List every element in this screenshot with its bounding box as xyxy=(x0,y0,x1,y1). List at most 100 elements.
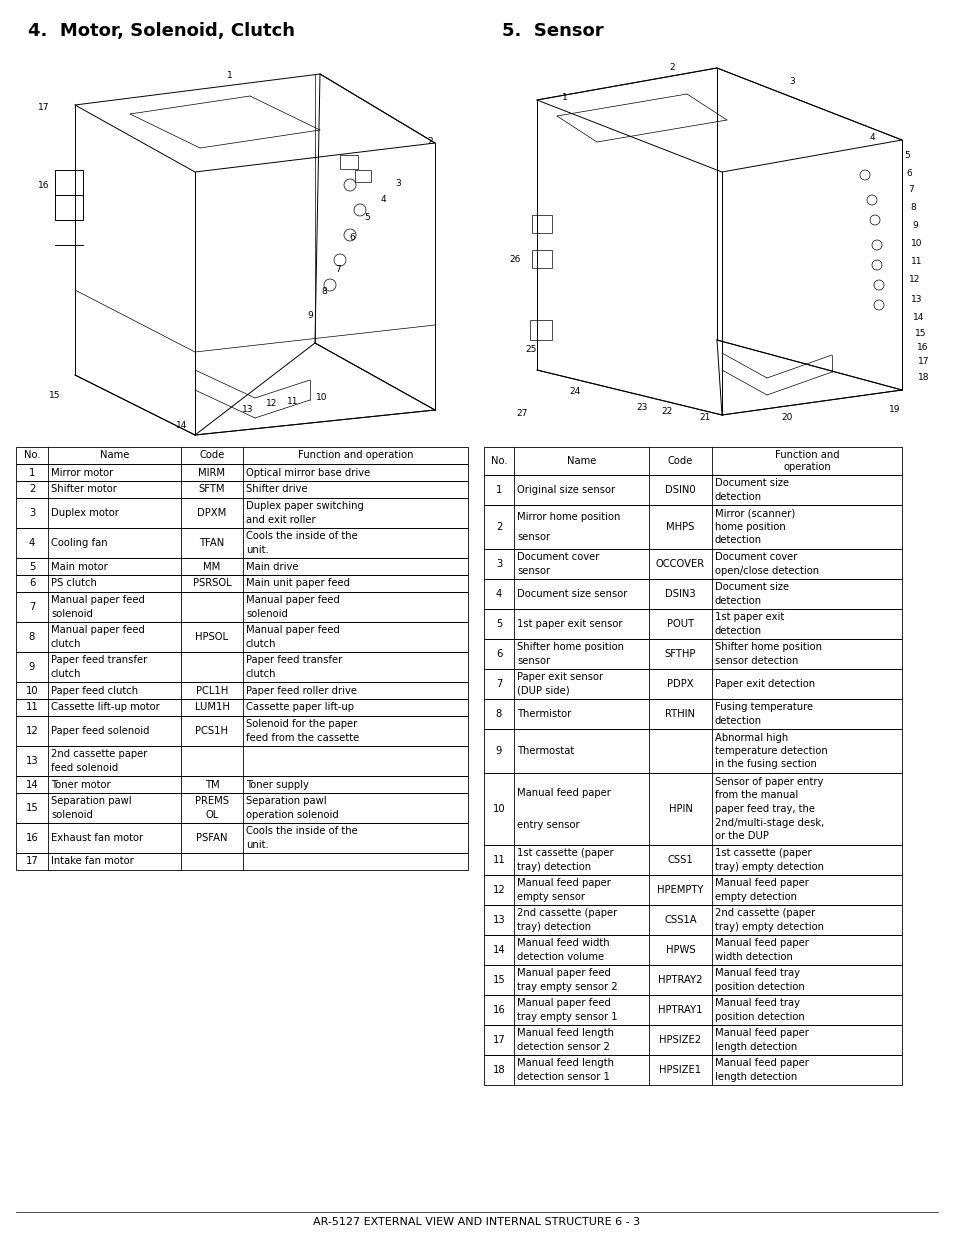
Bar xyxy=(16,558,468,576)
Bar xyxy=(16,447,468,464)
Text: Name: Name xyxy=(566,456,596,466)
Text: PDPX: PDPX xyxy=(666,679,693,689)
Text: Separation pawl: Separation pawl xyxy=(246,797,326,806)
Text: tray empty sensor 2: tray empty sensor 2 xyxy=(517,982,617,992)
Text: Toner motor: Toner motor xyxy=(51,779,111,789)
Bar xyxy=(16,576,468,592)
Bar xyxy=(483,995,901,1025)
Text: detection: detection xyxy=(714,715,761,725)
Bar xyxy=(16,853,468,869)
Text: HPIN: HPIN xyxy=(668,804,692,814)
Text: LUM1H: LUM1H xyxy=(194,703,230,713)
Text: PSRSOL: PSRSOL xyxy=(193,578,231,589)
Text: Thermostat: Thermostat xyxy=(517,746,574,756)
Bar xyxy=(483,1025,901,1055)
Text: tray) empty detection: tray) empty detection xyxy=(714,921,823,931)
Bar xyxy=(16,776,468,793)
Text: OL: OL xyxy=(205,809,218,820)
Text: 9: 9 xyxy=(496,746,501,756)
Text: CSS1: CSS1 xyxy=(667,855,693,864)
Text: Thermistor: Thermistor xyxy=(517,709,571,719)
Bar xyxy=(483,935,901,965)
Text: home position: home position xyxy=(714,522,785,532)
Text: DSIN3: DSIN3 xyxy=(664,589,695,599)
Text: 19: 19 xyxy=(888,405,900,415)
Text: 18: 18 xyxy=(918,373,929,383)
Text: 15: 15 xyxy=(914,330,925,338)
Text: 8: 8 xyxy=(909,204,915,212)
Text: 6: 6 xyxy=(905,168,911,178)
Text: tray) empty detection: tray) empty detection xyxy=(714,862,823,872)
Text: position detection: position detection xyxy=(714,1011,804,1021)
Text: 17: 17 xyxy=(492,1035,505,1045)
Text: clutch: clutch xyxy=(51,638,81,648)
Text: from the manual: from the manual xyxy=(714,790,798,800)
Text: 14: 14 xyxy=(912,314,923,322)
Text: HPSOL: HPSOL xyxy=(195,632,229,642)
Text: Main motor: Main motor xyxy=(51,562,108,572)
Text: No.: No. xyxy=(24,451,40,461)
Text: Fusing temperature: Fusing temperature xyxy=(714,703,812,713)
Text: Name: Name xyxy=(100,451,129,461)
Text: 13: 13 xyxy=(26,756,38,766)
Text: Manual paper feed: Manual paper feed xyxy=(51,625,145,636)
Text: empty detection: empty detection xyxy=(714,892,796,902)
Bar xyxy=(483,638,901,669)
Text: Cooling fan: Cooling fan xyxy=(51,538,108,548)
Text: HPEMPTY: HPEMPTY xyxy=(657,885,703,895)
Text: clutch: clutch xyxy=(51,668,81,678)
Text: 1st paper exit sensor: 1st paper exit sensor xyxy=(517,619,622,629)
Text: Paper exit detection: Paper exit detection xyxy=(714,679,814,689)
Text: solenoid: solenoid xyxy=(51,809,92,820)
Text: Function and: Function and xyxy=(774,450,839,459)
Text: 13: 13 xyxy=(242,405,253,415)
Text: MM: MM xyxy=(203,562,220,572)
Text: Cassette lift-up motor: Cassette lift-up motor xyxy=(51,703,159,713)
Text: Manual paper feed: Manual paper feed xyxy=(246,625,339,636)
Text: detection: detection xyxy=(714,625,761,636)
Text: 1st cassette (paper: 1st cassette (paper xyxy=(517,848,613,858)
Bar xyxy=(483,609,901,638)
Bar xyxy=(483,1055,901,1086)
Text: Manual paper feed: Manual paper feed xyxy=(517,968,610,978)
Text: HPTRAY1: HPTRAY1 xyxy=(658,1005,702,1015)
Text: 7: 7 xyxy=(335,266,340,274)
Bar xyxy=(16,682,468,699)
Text: 17: 17 xyxy=(26,857,38,867)
Text: 1: 1 xyxy=(29,468,35,478)
Text: 2: 2 xyxy=(29,484,35,494)
Bar xyxy=(16,529,468,558)
Bar xyxy=(530,320,552,340)
Text: Paper feed transfer: Paper feed transfer xyxy=(51,656,147,666)
Text: 12: 12 xyxy=(492,885,505,895)
Text: Shifter motor: Shifter motor xyxy=(51,484,117,494)
Text: clutch: clutch xyxy=(246,638,276,648)
Text: 6: 6 xyxy=(29,578,35,589)
Bar xyxy=(16,699,468,716)
Text: 16: 16 xyxy=(492,1005,505,1015)
Text: Paper exit sensor: Paper exit sensor xyxy=(517,673,602,683)
Text: feed from the cassette: feed from the cassette xyxy=(246,732,359,742)
Text: POUT: POUT xyxy=(666,619,694,629)
Text: Paper feed solenoid: Paper feed solenoid xyxy=(51,726,150,736)
Text: 16: 16 xyxy=(38,180,50,189)
Text: 14: 14 xyxy=(176,421,188,431)
Text: 10: 10 xyxy=(492,804,505,814)
Text: paper feed tray, the: paper feed tray, the xyxy=(714,804,814,814)
Text: sensor detection: sensor detection xyxy=(714,656,798,666)
Text: detection: detection xyxy=(714,492,761,501)
Text: Manual feed paper: Manual feed paper xyxy=(517,788,610,798)
Text: 16: 16 xyxy=(26,832,38,844)
Bar xyxy=(16,622,468,652)
Text: 5.  Sensor: 5. Sensor xyxy=(501,22,603,40)
Text: Document size: Document size xyxy=(714,583,788,593)
Text: Sensor of paper entry: Sensor of paper entry xyxy=(714,777,822,787)
Text: 16: 16 xyxy=(916,343,928,352)
Bar xyxy=(483,729,901,773)
Text: Manual feed paper: Manual feed paper xyxy=(714,1029,808,1039)
Text: tray) detection: tray) detection xyxy=(517,862,591,872)
Text: 10: 10 xyxy=(315,394,328,403)
Text: PCS1H: PCS1H xyxy=(195,726,229,736)
Text: length detection: length detection xyxy=(714,1041,797,1051)
Text: 3: 3 xyxy=(788,78,794,86)
